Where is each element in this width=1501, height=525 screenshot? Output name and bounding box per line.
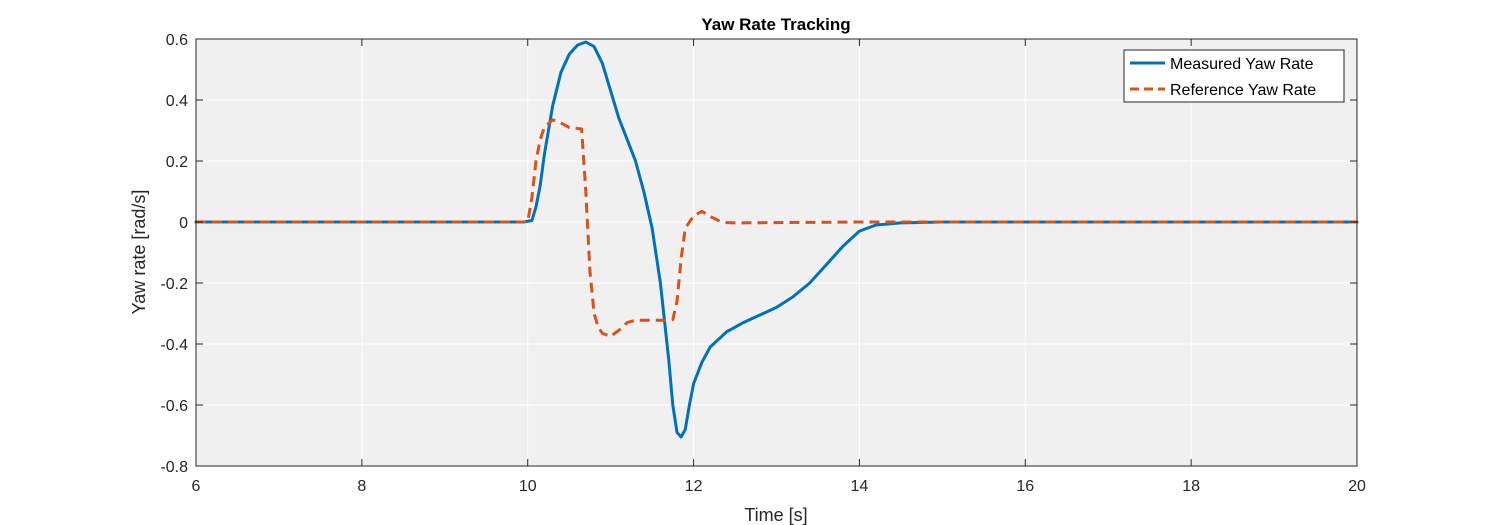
x-axis-label: Time [s] — [744, 505, 807, 525]
x-tick-label: 14 — [851, 478, 869, 495]
y-tick-label: -0.4 — [160, 337, 188, 354]
legend: Measured Yaw Rate Reference Yaw Rate — [1123, 49, 1345, 103]
x-tick-label: 10 — [519, 478, 537, 495]
series-line-measured — [194, 40, 1359, 439]
y-tick-label: 0.4 — [166, 93, 188, 110]
series-line-reference — [196, 118, 1357, 338]
y-tick-label: -0.6 — [160, 398, 188, 415]
series-layer — [194, 40, 1359, 439]
y-axis-label: Yaw rate [rad/s] — [129, 190, 149, 315]
y-tick-label: 0.2 — [166, 154, 188, 171]
x-tick-label: 18 — [1182, 478, 1200, 495]
x-tick-label: 6 — [192, 478, 201, 495]
plot-frame — [195, 38, 1358, 467]
legend-box — [1123, 49, 1345, 103]
x-tick-label: 12 — [685, 478, 703, 495]
axis-ticks — [195, 38, 1358, 467]
plot-area — [196, 39, 1357, 466]
legend-entry-measured: Measured Yaw Rate — [1170, 56, 1314, 73]
y-tick-label: 0 — [179, 215, 188, 232]
chart-title: Yaw Rate Tracking — [701, 15, 850, 34]
y-tick-labels: -0.8 -0.6 -0.4 -0.2 0 0.2 0.4 0.6 — [160, 32, 188, 476]
x-tick-labels: 6 8 10 12 14 16 18 20 — [192, 478, 1366, 495]
x-tick-label: 8 — [357, 478, 366, 495]
x-tick-label: 20 — [1348, 478, 1366, 495]
legend-entry-reference: Reference Yaw Rate — [1170, 82, 1316, 99]
y-tick-label: 0.6 — [166, 32, 188, 49]
y-tick-label: -0.2 — [160, 276, 188, 293]
x-tick-label: 16 — [1016, 478, 1034, 495]
y-tick-label: -0.8 — [160, 459, 188, 476]
